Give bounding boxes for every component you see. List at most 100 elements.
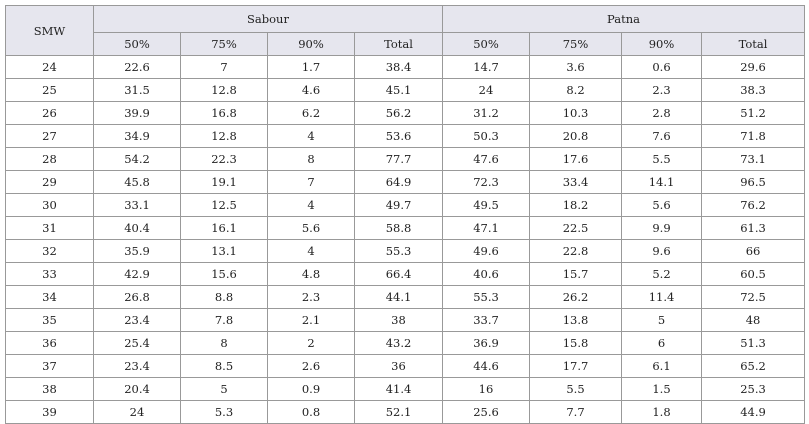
patna-total-cell: 72.5 (700, 285, 806, 309)
sabour-50-cell: 23.4 (93, 308, 181, 332)
patna-50-cell: 44.6 (442, 354, 530, 378)
patna-90-cell: 9.9 (621, 216, 702, 240)
sabour-total-cell: 45.1 (354, 78, 443, 102)
patna-50-cell: 31.2 (442, 101, 530, 125)
patna-75-cell: 17.6 (529, 147, 622, 171)
patna-90-cell: 2.3 (621, 78, 702, 102)
patna-90-cell: 0.6 (621, 55, 702, 79)
patna-75-cell: 15.7 (529, 262, 622, 286)
patna-50-cell: 47.6 (442, 147, 530, 171)
patna-75-cell: 17.7 (529, 354, 622, 378)
smw-cell: 37 (5, 354, 94, 378)
sabour-90-cell: 2.3 (267, 285, 355, 309)
patna-group-header: Patna (441, 5, 806, 33)
patna-90-cell: 5.2 (621, 262, 702, 286)
smw-cell: 33 (5, 262, 94, 286)
sabour-75-cell: 8.5 (180, 354, 268, 378)
table-row: 31 40.4 16.1 5.6 58.8 47.1 22.5 9.9 61.3 (5, 216, 806, 240)
patna-75-cell: 26.2 (529, 285, 622, 309)
table-row: 28 54.2 22.3 8 77.7 47.6 17.6 5.5 73.1 (5, 147, 806, 171)
sabour-50-cell: 35.9 (93, 239, 181, 263)
patna-90-cell: 1.8 (621, 400, 702, 424)
table-row: 36 25.4 8 2 43.2 36.9 15.8 6 51.3 (5, 331, 806, 355)
patna-90-cell: 6.1 (621, 354, 702, 378)
sabour-total-cell: 43.2 (354, 331, 443, 355)
smw-cell: 38 (5, 377, 94, 401)
sabour-50-cell: 40.4 (93, 216, 181, 240)
smw-cell: 32 (5, 239, 94, 263)
patna-75-cell: 22.5 (529, 216, 622, 240)
table-row: 39 24 5.3 0.8 52.1 25.6 7.7 1.8 44.9 (5, 400, 806, 424)
patna-90-cell: 2.8 (621, 101, 702, 125)
patna-75-cell: 10.3 (529, 101, 622, 125)
patna-total-cell: 29.6 (700, 55, 806, 79)
patna-90-header: 90% (621, 32, 702, 56)
sabour-90-cell: 8 (267, 147, 355, 171)
sabour-total-cell: 53.6 (354, 124, 443, 148)
smw-cell: 39 (5, 400, 94, 424)
table-row: 24 22.6 7 1.7 38.4 14.7 3.6 0.6 29.6 (5, 55, 806, 79)
sabour-total-cell: 52.1 (354, 400, 443, 424)
sabour-50-cell: 54.2 (93, 147, 181, 171)
patna-90-cell: 9.6 (621, 239, 702, 263)
patna-90-cell: 5.5 (621, 147, 702, 171)
sabour-75-header: 75% (180, 32, 268, 56)
sabour-75-cell: 5.3 (180, 400, 268, 424)
sabour-90-cell: 4.6 (267, 78, 355, 102)
table-row: 30 33.1 12.5 4 49.7 49.5 18.2 5.6 76.2 (5, 193, 806, 217)
sabour-75-cell: 13.1 (180, 239, 268, 263)
patna-total-cell: 61.3 (700, 216, 806, 240)
sabour-50-cell: 42.9 (93, 262, 181, 286)
smw-cell: 26 (5, 101, 94, 125)
patna-total-cell: 25.3 (700, 377, 806, 401)
sabour-50-header: 50% (93, 32, 181, 56)
sabour-50-cell: 34.9 (93, 124, 181, 148)
patna-90-cell: 11.4 (621, 285, 702, 309)
patna-50-cell: 24 (442, 78, 530, 102)
sabour-90-cell: 4 (267, 124, 355, 148)
patna-75-cell: 3.6 (529, 55, 622, 79)
sabour-90-cell: 4.8 (267, 262, 355, 286)
patna-total-cell: 65.2 (700, 354, 806, 378)
patna-total-cell: 76.2 (700, 193, 806, 217)
sabour-75-cell: 5 (180, 377, 268, 401)
patna-75-cell: 15.8 (529, 331, 622, 355)
sabour-90-cell: 5.6 (267, 216, 355, 240)
sabour-50-cell: 23.4 (93, 354, 181, 378)
sabour-50-cell: 25.4 (93, 331, 181, 355)
sabour-total-cell: 55.3 (354, 239, 443, 263)
table-row: 35 23.4 7.8 2.1 38 33.7 13.8 5 48 (5, 308, 806, 332)
patna-50-cell: 16 (442, 377, 530, 401)
patna-50-cell: 25.6 (442, 400, 530, 424)
smw-cell: 36 (5, 331, 94, 355)
table-row: 37 23.4 8.5 2.6 36 44.6 17.7 6.1 65.2 (5, 354, 806, 378)
patna-total-cell: 38.3 (700, 78, 806, 102)
patna-50-cell: 36.9 (442, 331, 530, 355)
patna-50-cell: 14.7 (442, 55, 530, 79)
smw-cell: 35 (5, 308, 94, 332)
patna-total-cell: 51.3 (700, 331, 806, 355)
patna-total-cell: 51.2 (700, 101, 806, 125)
sabour-50-cell: 20.4 (93, 377, 181, 401)
sabour-total-cell: 56.2 (354, 101, 443, 125)
sabour-50-cell: 39.9 (93, 101, 181, 125)
sabour-90-cell: 2.1 (267, 308, 355, 332)
patna-75-cell: 5.5 (529, 377, 622, 401)
sabour-total-cell: 77.7 (354, 147, 443, 171)
patna-90-cell: 5.6 (621, 193, 702, 217)
patna-90-cell: 7.6 (621, 124, 702, 148)
smw-cell: 28 (5, 147, 94, 171)
sabour-50-cell: 31.5 (93, 78, 181, 102)
sabour-50-cell: 26.8 (93, 285, 181, 309)
sabour-75-cell: 19.1 (180, 170, 268, 194)
sabour-50-cell: 45.8 (93, 170, 181, 194)
sabour-90-cell: 4 (267, 239, 355, 263)
sabour-75-cell: 7 (180, 55, 268, 79)
patna-75-cell: 18.2 (529, 193, 622, 217)
smw-header: SMW (5, 5, 94, 56)
sabour-total-cell: 38.4 (354, 55, 443, 79)
sabour-total-cell: 49.7 (354, 193, 443, 217)
patna-total-cell: 71.8 (700, 124, 806, 148)
sabour-total-cell: 64.9 (354, 170, 443, 194)
patna-90-cell: 5 (621, 308, 702, 332)
